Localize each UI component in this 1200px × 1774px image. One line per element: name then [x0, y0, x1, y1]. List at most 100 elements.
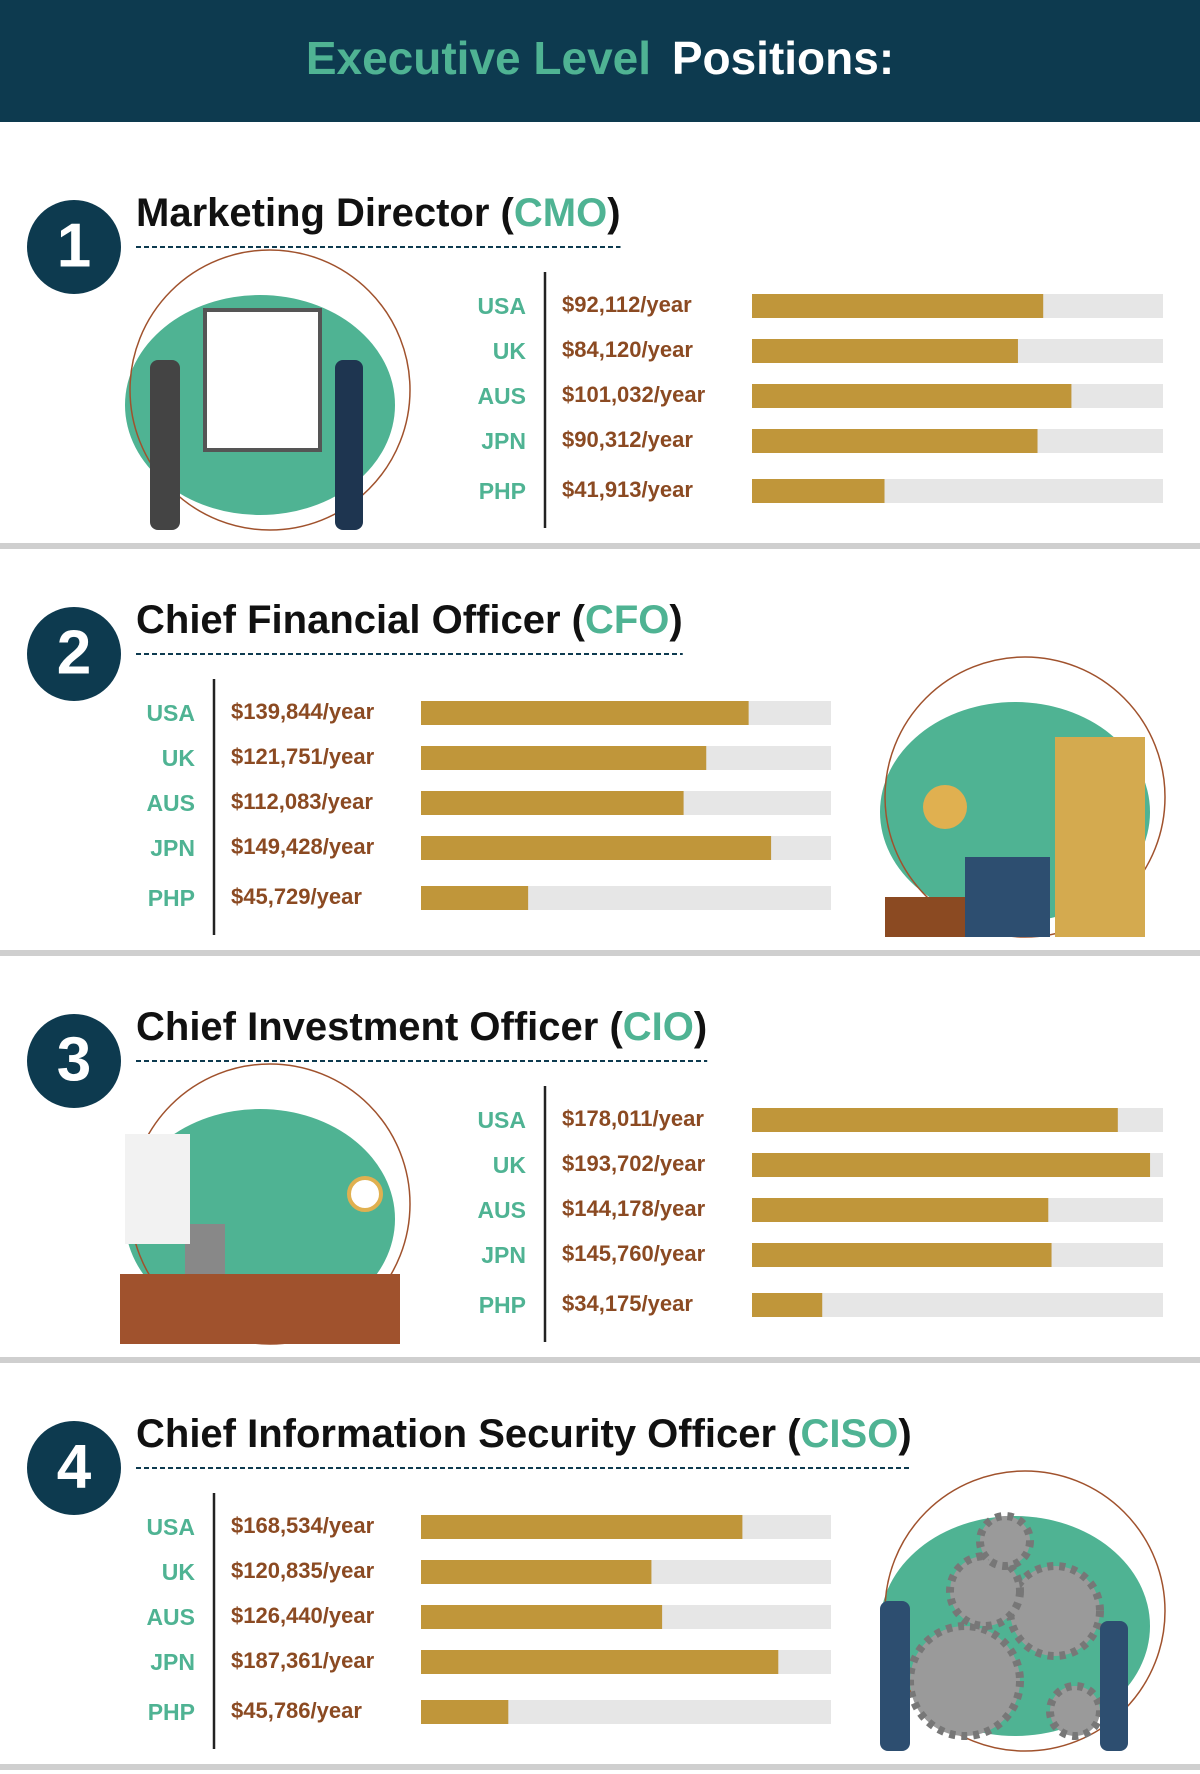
header-title-accent: Executive Level	[306, 32, 651, 84]
illustration	[125, 249, 411, 531]
value-label: $120,835/year	[231, 1558, 375, 1583]
value-label: $178,011/year	[562, 1106, 704, 1131]
country-label: USA	[477, 1107, 526, 1133]
section-title-part: Chief Investment Officer (	[136, 1005, 623, 1049]
illustration	[880, 1470, 1166, 1752]
section-title-part: Chief Financial Officer (	[136, 598, 586, 642]
gear	[906, 1622, 1024, 1740]
country-label: PHP	[148, 885, 195, 911]
country-label: AUS	[146, 790, 195, 816]
section-title: Chief Information Security Officer (CISO…	[136, 1412, 912, 1456]
bar	[421, 1560, 652, 1584]
country-label: AUS	[477, 383, 526, 409]
bar	[421, 791, 684, 815]
section-number: 4	[57, 1432, 92, 1501]
country-label: UK	[162, 1559, 196, 1585]
country-label: JPN	[481, 428, 526, 454]
bar	[752, 1243, 1052, 1267]
bar	[752, 339, 1018, 363]
section-title-part: )	[607, 191, 620, 235]
value-label: $168,534/year	[231, 1513, 375, 1538]
illustration	[120, 1063, 411, 1345]
section-title: Chief Financial Officer (CFO)	[136, 598, 683, 642]
coin	[923, 785, 967, 829]
section-title: Marketing Director (CMO)	[136, 191, 621, 235]
country-label: USA	[477, 293, 526, 319]
chart-card	[125, 1134, 190, 1244]
value-label: $139,844/year	[231, 699, 375, 724]
bar	[752, 294, 1044, 318]
bar	[752, 479, 885, 503]
value-label: $144,178/year	[562, 1196, 706, 1221]
desk	[120, 1274, 400, 1344]
bar	[421, 1650, 779, 1674]
value-label: $90,312/year	[562, 427, 693, 452]
header-title-main: Positions:	[672, 32, 894, 84]
section-badge	[27, 1014, 121, 1108]
country-label: USA	[146, 700, 195, 726]
country-label: JPN	[150, 835, 195, 861]
section-separator	[0, 950, 1200, 956]
section-number: 2	[57, 618, 91, 687]
section-separator	[0, 1357, 1200, 1363]
monitor	[185, 1224, 225, 1274]
country-label: JPN	[150, 1649, 195, 1675]
section-badge	[27, 607, 121, 701]
section-title-part: CIO	[623, 1005, 694, 1049]
bar	[752, 384, 1072, 408]
illustration-ring	[129, 249, 411, 531]
person	[1100, 1621, 1128, 1751]
bar	[421, 1605, 663, 1629]
gear	[1046, 1682, 1104, 1740]
section-title-part: CFO	[585, 598, 669, 642]
section-title-part: )	[898, 1412, 911, 1456]
value-label: $112,083/year	[231, 789, 373, 814]
section-badge	[27, 1421, 121, 1515]
section-number: 1	[57, 211, 91, 280]
header-title: Executive Level Positions:	[306, 32, 894, 84]
bar	[752, 1108, 1118, 1132]
section-separator	[0, 543, 1200, 549]
step	[965, 857, 1050, 937]
step	[1055, 737, 1145, 937]
section-title-part: )	[694, 1005, 707, 1049]
value-label: $41,913/year	[562, 477, 693, 502]
person	[150, 360, 180, 530]
section-title: Chief Investment Officer (CIO)	[136, 1005, 707, 1049]
bar	[752, 429, 1038, 453]
country-label: AUS	[146, 1604, 195, 1630]
section-badge	[27, 200, 121, 294]
bar	[421, 1700, 509, 1724]
bar	[752, 1293, 823, 1317]
section-title-part: CMO	[514, 191, 607, 235]
gear	[946, 1552, 1024, 1630]
value-label: $126,440/year	[231, 1603, 375, 1628]
header-band	[0, 0, 1200, 122]
value-label: $84,120/year	[562, 337, 693, 362]
country-label: UK	[493, 338, 527, 364]
value-label: $121,751/year	[231, 744, 375, 769]
clock	[347, 1176, 383, 1212]
section-title-part: CISO	[801, 1412, 899, 1456]
bar	[421, 836, 772, 860]
country-label: PHP	[148, 1699, 195, 1725]
section-title-part: Marketing Director (	[136, 191, 515, 235]
value-label: $145,760/year	[562, 1241, 706, 1266]
bar	[421, 701, 749, 725]
easel-board	[203, 308, 322, 452]
bar	[421, 1515, 743, 1539]
section-separator	[0, 1764, 1200, 1770]
country-label: AUS	[477, 1197, 526, 1223]
value-label: $45,729/year	[231, 884, 362, 909]
section-title-part: )	[669, 598, 682, 642]
step	[885, 897, 965, 937]
value-label: $149,428/year	[231, 834, 375, 859]
value-label: $193,702/year	[562, 1151, 706, 1176]
bar	[752, 1198, 1049, 1222]
country-label: JPN	[481, 1242, 526, 1268]
person	[880, 1601, 910, 1751]
country-label: USA	[146, 1514, 195, 1540]
section-title-part: Chief Information Security Officer (	[136, 1412, 801, 1456]
country-label: UK	[162, 745, 196, 771]
